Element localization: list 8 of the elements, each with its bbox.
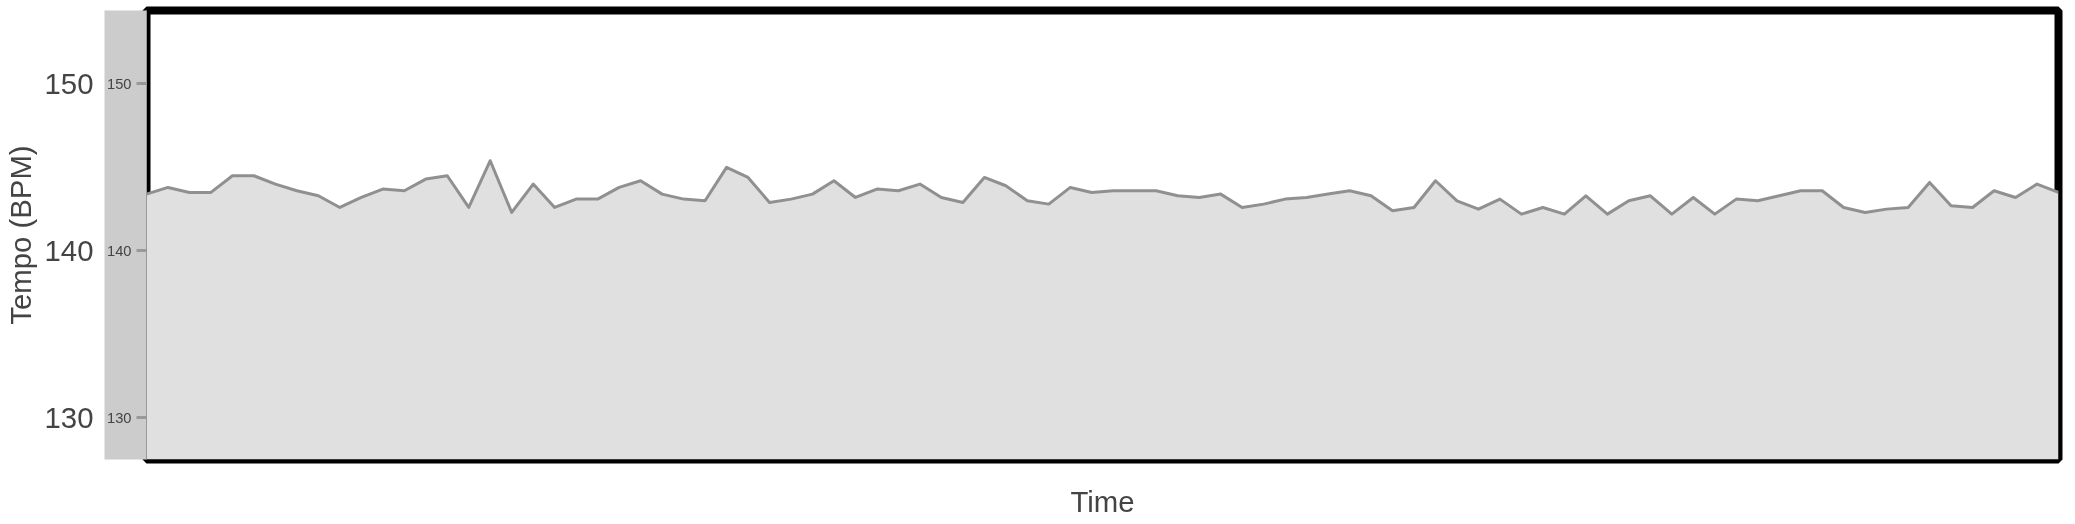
y2-tick-label: 140 — [107, 242, 132, 259]
y2-tick-label: 130 — [107, 409, 132, 426]
y2-tick-label: 150 — [107, 75, 132, 92]
x-axis-title: Time — [1070, 484, 1135, 518]
y-tick-label: 140 — [44, 233, 94, 267]
y-axis-title: Tempo (BPM) — [3, 145, 37, 325]
y-tick-label: 150 — [44, 66, 94, 100]
y-tick-label: 130 — [44, 400, 94, 434]
